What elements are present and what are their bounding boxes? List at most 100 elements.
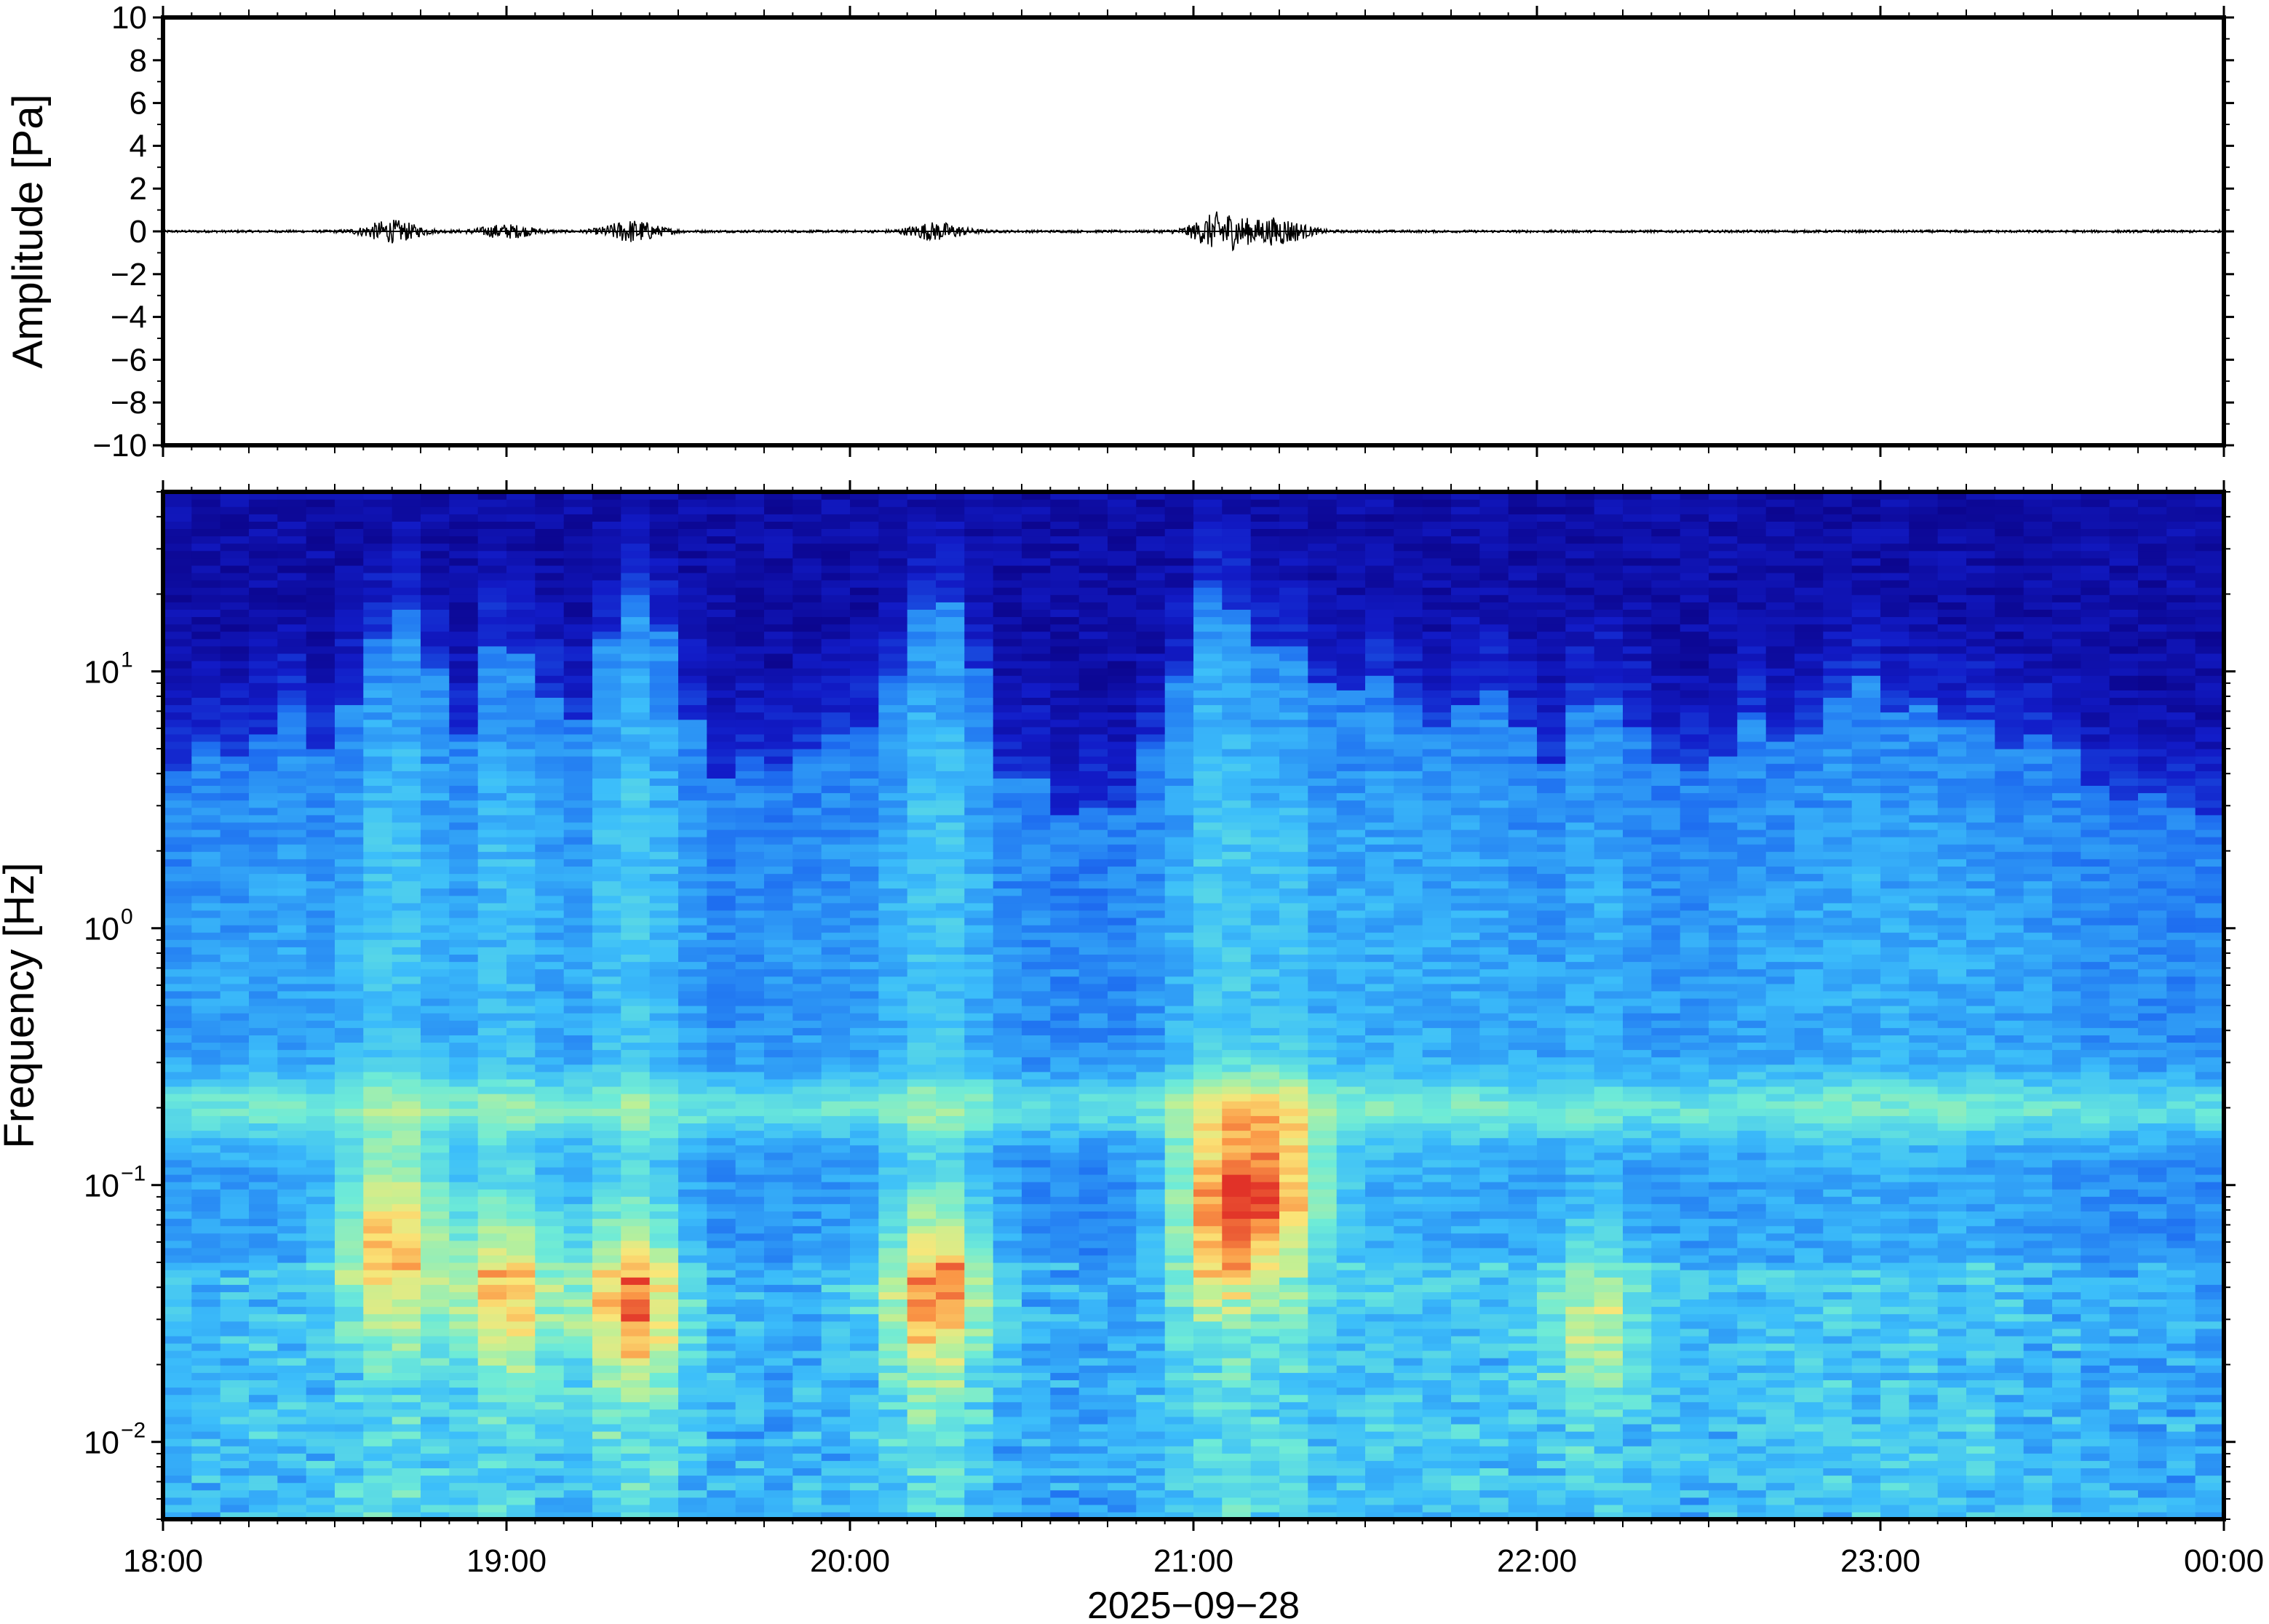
spectrogram-cell xyxy=(964,1056,994,1065)
spectrogram-cell xyxy=(220,550,250,559)
spectrogram-cell xyxy=(592,947,621,955)
spectrogram-cell xyxy=(707,536,736,544)
spectrogram-cell xyxy=(792,1123,822,1131)
spectrogram-cell xyxy=(707,719,736,728)
spectrogram-cell xyxy=(506,1159,536,1168)
spectrogram-cell xyxy=(678,1358,707,1366)
spectrogram-cell xyxy=(621,821,651,830)
spectrogram-cell xyxy=(335,1497,364,1505)
spectrogram-cell xyxy=(477,550,507,559)
spectrogram-cell xyxy=(477,1335,507,1344)
spectrogram-cell xyxy=(306,771,335,779)
spectrogram-cell xyxy=(878,668,908,676)
spectrogram-cell xyxy=(535,1423,565,1432)
spectrogram-cell xyxy=(392,837,421,845)
spectrogram-cell xyxy=(1108,616,1137,625)
spectrogram-cell xyxy=(878,939,908,947)
spectrogram-cell xyxy=(249,1358,278,1366)
spectrogram-cell xyxy=(735,1189,765,1197)
spectrogram-cell xyxy=(993,1497,1022,1505)
spectrogram-cell xyxy=(678,1159,707,1168)
spectrogram-cell xyxy=(592,771,621,779)
spectrogram-cell xyxy=(936,645,965,654)
spectrogram-cell xyxy=(592,961,621,970)
spectrogram-cell xyxy=(506,1335,536,1344)
spectrogram-cell xyxy=(764,1101,793,1109)
spectrogram-cell xyxy=(392,712,421,720)
spectrogram-cell xyxy=(421,954,450,963)
spectrogram-cell xyxy=(707,528,736,537)
spectrogram-cell xyxy=(506,1401,536,1410)
spectrogram-cell xyxy=(277,697,307,706)
spectrogram-cell xyxy=(163,895,192,904)
spectrogram-cell xyxy=(850,528,879,537)
spectrogram-cell xyxy=(1022,1094,1051,1102)
spectrogram-cell xyxy=(449,653,479,661)
spectrogram-cell xyxy=(764,1086,793,1094)
spectrogram-cell xyxy=(792,1423,822,1432)
spectrogram-cell xyxy=(477,704,507,713)
spectrogram-cell xyxy=(993,638,1022,647)
spectrogram-cell xyxy=(792,1196,822,1204)
spectrogram-cell xyxy=(649,1254,679,1263)
spectrogram-cell xyxy=(191,792,221,801)
spectrogram-cell xyxy=(592,690,621,698)
spectrogram-cell xyxy=(764,792,793,801)
spectrogram-cell xyxy=(936,866,965,875)
spectrogram-cell xyxy=(220,514,250,522)
spectrogram-cell xyxy=(249,785,278,794)
spectrogram-cell xyxy=(249,932,278,940)
spectrogram-cell xyxy=(907,712,937,720)
spectrogram-cell xyxy=(649,968,679,977)
spectrogram-cell xyxy=(306,800,335,808)
spectrogram-cell xyxy=(707,1203,736,1211)
spectrogram-cell xyxy=(191,1328,221,1337)
spectrogram-cell xyxy=(878,645,908,654)
spectrogram-cell xyxy=(363,726,393,735)
spectrogram-cell xyxy=(907,1335,937,1344)
spectrogram-cell xyxy=(392,1358,421,1366)
spectrogram-cell xyxy=(1078,499,1108,507)
spectrogram-cell xyxy=(649,1387,679,1396)
spectrogram-cell xyxy=(907,807,937,816)
spectrogram-cell xyxy=(477,1423,507,1432)
spectrogram-cell xyxy=(249,1247,278,1256)
spectrogram-cell xyxy=(964,1240,994,1249)
spectrogram-cell xyxy=(821,932,851,940)
spectrogram-cell xyxy=(392,1042,421,1051)
spectrogram-cell xyxy=(1078,1108,1108,1116)
spectrogram-cell xyxy=(1022,1108,1051,1116)
spectrogram-cell xyxy=(191,1291,221,1299)
spectrogram-cell xyxy=(707,925,736,933)
spectrogram-cell xyxy=(1050,492,1080,500)
spectrogram-cell xyxy=(421,749,450,757)
spectrogram-cell xyxy=(993,1130,1022,1139)
spectrogram-cell xyxy=(621,1468,651,1476)
spectrogram-cell xyxy=(964,792,994,801)
spectrogram-cell xyxy=(621,668,651,676)
spectrogram-cell xyxy=(964,1468,994,1476)
spectrogram-cell xyxy=(878,543,908,552)
spectrogram-cell xyxy=(363,1086,393,1094)
spectrogram-cell xyxy=(936,1394,965,1403)
spectrogram-cell xyxy=(621,829,651,837)
spectrogram-cell xyxy=(506,1211,536,1219)
spectrogram-cell xyxy=(907,1115,937,1123)
spectrogram-cell xyxy=(592,1182,621,1190)
spectrogram-cell xyxy=(993,866,1022,875)
spectrogram-cell xyxy=(1050,1358,1080,1366)
spectrogram-cell xyxy=(1078,1064,1108,1072)
spectrogram-cell xyxy=(477,1189,507,1197)
spectrogram-cell xyxy=(707,1211,736,1219)
spectrogram-cell xyxy=(277,1086,307,1094)
spectrogram-cell xyxy=(506,499,536,507)
spectrogram-cell xyxy=(421,990,450,999)
spectrogram-cell xyxy=(678,1299,707,1307)
spectrogram-cell xyxy=(592,1504,621,1513)
spectrogram-cell xyxy=(621,1291,651,1299)
spectrogram-cell xyxy=(191,1013,221,1021)
spectrogram-cell xyxy=(477,1350,507,1358)
spectrogram-cell xyxy=(1108,821,1137,830)
spectrogram-cell xyxy=(163,1225,192,1234)
spectrogram-cell xyxy=(1108,851,1137,859)
